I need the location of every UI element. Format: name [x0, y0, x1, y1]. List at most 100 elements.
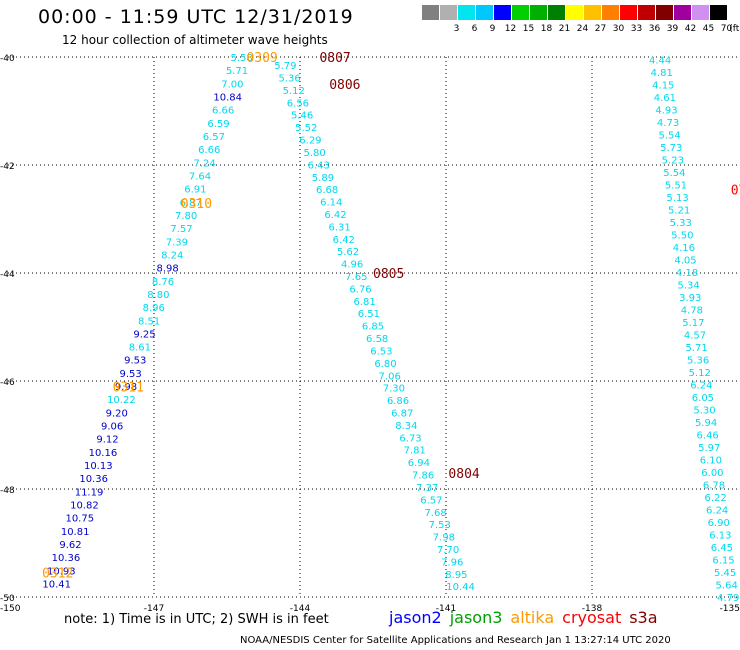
- swh-value-track-c: 4.15: [652, 81, 674, 92]
- time-label: 0312: [42, 567, 73, 582]
- swh-value-track-b: 8.34: [395, 421, 417, 432]
- time-label: 0806: [329, 78, 360, 93]
- swh-value-track-a: 9.12: [96, 435, 118, 446]
- scale-label: 70: [720, 24, 733, 34]
- swh-value-track-a: 6.66: [212, 106, 234, 117]
- swh-value-track-b: 6.14: [320, 198, 342, 209]
- swh-value-track-a: 7.57: [170, 224, 192, 235]
- swh-value-track-a: 10.36: [79, 474, 108, 485]
- satellite-legend: jason2 jason3 altika cryosat s3a: [389, 608, 666, 627]
- swh-value-track-a: 10.16: [89, 448, 118, 459]
- swh-value-track-c: 6.78: [703, 481, 725, 492]
- swh-value-track-b: 8.95: [445, 570, 467, 581]
- swh-value-track-b: 6.42: [324, 210, 346, 221]
- swh-value-track-a: 8.24: [161, 250, 183, 261]
- scale-label: 45: [702, 24, 715, 34]
- swh-value-track-c: 5.64: [716, 581, 738, 592]
- swh-value-track-c: 6.15: [712, 556, 734, 567]
- swh-value-track-a: 10.41: [42, 580, 71, 591]
- swh-value-track-c: 5.51: [665, 181, 687, 192]
- swh-value-track-a: 10.13: [84, 461, 113, 472]
- swh-value-track-c: 4.81: [651, 68, 673, 79]
- swh-value-track-b: 7.53: [429, 520, 451, 531]
- scale-swatch: [512, 5, 529, 20]
- swh-value-track-a: 6.91: [184, 185, 206, 196]
- swh-value-track-c: 5.97: [698, 443, 720, 454]
- swh-value-track-b: 6.56: [287, 98, 309, 109]
- swh-value-track-b: 7.86: [412, 471, 434, 482]
- lat-tick-label: -42: [0, 162, 15, 172]
- swh-value-track-c: 6.24: [706, 506, 728, 517]
- swh-value-track-a: 7.39: [166, 237, 188, 248]
- swh-value-track-b: 6.80: [374, 359, 396, 370]
- swh-value-track-b: 5.52: [295, 123, 317, 134]
- scale-swatch: [602, 5, 619, 20]
- swh-value-track-a: 10.36: [52, 553, 81, 564]
- swh-value-track-c: 5.23: [662, 156, 684, 167]
- swh-value-track-c: 6.13: [709, 531, 731, 542]
- lat-tick-label: -50: [0, 594, 15, 604]
- swh-value-track-b: 6.87: [391, 409, 413, 420]
- swh-value-track-b: 5.36: [278, 74, 300, 85]
- swh-value-track-c: 4.61: [654, 93, 676, 104]
- swh-value-track-a: 8.61: [129, 343, 151, 354]
- scale-swatch: [674, 5, 691, 20]
- scale-swatch: [584, 5, 601, 20]
- swh-value-track-c: 6.22: [704, 493, 726, 504]
- swh-value-track-a: 8.98: [156, 264, 178, 275]
- swh-value-track-a: 6.66: [198, 145, 220, 156]
- scale-label: 33: [630, 24, 643, 34]
- scale-label: 42: [684, 24, 697, 34]
- scale-label: 30: [612, 24, 625, 34]
- time-label: 0807: [319, 51, 350, 66]
- swh-value-track-b: 6.29: [299, 136, 321, 147]
- time-label: 0311: [113, 380, 144, 395]
- swh-value-track-b: 7.06: [379, 371, 401, 382]
- lon-tick-label: -135: [720, 604, 740, 614]
- swh-value-track-c: 5.21: [668, 206, 690, 217]
- swh-value-track-a: 9.20: [106, 408, 128, 419]
- scale-label: 15: [522, 24, 535, 34]
- swh-value-track-b: 5.80: [303, 148, 325, 159]
- swh-value-track-b: 6.51: [358, 309, 380, 320]
- satellite-legend-s3a: s3a: [629, 608, 658, 627]
- swh-value-track-a: 7.80: [175, 211, 197, 222]
- swh-value-track-c: 4.78: [681, 306, 703, 317]
- swh-value-track-a: 10.75: [65, 514, 94, 525]
- scale-label: 18: [540, 24, 553, 34]
- swh-value-track-c: 4.73: [657, 118, 679, 129]
- scale-swatch: [548, 5, 565, 20]
- swh-value-track-b: 6.68: [316, 185, 338, 196]
- swh-value-track-c: 4.79: [717, 593, 739, 604]
- lat-tick-label: -48: [0, 486, 15, 496]
- time-label: 0309: [246, 51, 277, 66]
- swh-value-track-b: 4.96: [341, 260, 363, 271]
- swh-value-track-a: 7.64: [189, 171, 211, 182]
- scale-label: 36: [648, 24, 661, 34]
- scale-label: 3: [453, 24, 460, 34]
- swh-value-track-a: 8.76: [152, 277, 174, 288]
- swh-value-track-b: 6.42: [333, 235, 355, 246]
- scale-swatch: [566, 5, 583, 20]
- swh-value-track-c: 4.93: [655, 106, 677, 117]
- scale-swatch: [530, 5, 547, 20]
- swh-value-track-a: 10.22: [107, 395, 136, 406]
- footer-credit: NOAA/NESDIS Center for Satellite Applica…: [240, 635, 671, 646]
- swh-value-track-b: 6.58: [366, 334, 388, 345]
- swh-value-track-c: 5.71: [685, 343, 707, 354]
- swh-value-track-b: 10.44: [446, 582, 475, 593]
- swh-value-track-c: 5.36: [687, 356, 709, 367]
- satellite-legend-cryosat: cryosat: [562, 608, 622, 627]
- swh-value-track-b: 7.70: [437, 545, 459, 556]
- satellite-legend-jason2: jason2: [389, 608, 442, 627]
- swh-value-track-b: 6.53: [370, 346, 392, 357]
- swh-value-track-a: 9.06: [101, 422, 123, 433]
- swh-value-track-a: 10.84: [213, 92, 242, 103]
- swh-value-track-b: 7.96: [441, 557, 463, 568]
- swh-value-track-c: 6.45: [711, 543, 733, 554]
- swh-value-track-a: 9.25: [133, 329, 155, 340]
- swh-value-track-b: 6.94: [408, 458, 430, 469]
- scale-swatch: [692, 5, 709, 20]
- scale-swatch: [422, 5, 439, 20]
- scale-swatch: [476, 5, 493, 20]
